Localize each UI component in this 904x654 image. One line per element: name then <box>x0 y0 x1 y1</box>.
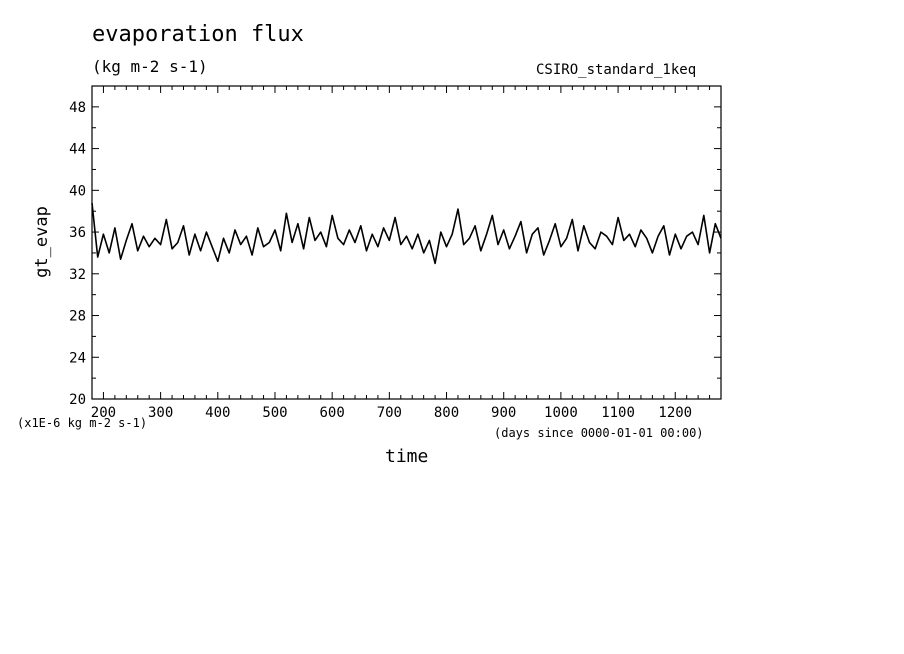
x-tick-label: 600 <box>320 405 345 421</box>
run-label: CSIRO_standard_1keq <box>536 62 697 78</box>
y-tick-label: 32 <box>69 267 86 283</box>
time-origin-note: (days since 0000-01-01 00:00) <box>494 426 704 440</box>
y-tick-label: 20 <box>69 392 86 408</box>
series-group <box>91 202 722 265</box>
x-tick-label: 1000 <box>544 405 578 421</box>
x-tick-label: 500 <box>262 405 287 421</box>
y-tick-label: 36 <box>69 225 86 241</box>
x-tick-label: 1200 <box>658 405 692 421</box>
x-tick-label: 200 <box>91 405 116 421</box>
y-tick-label: 28 <box>69 309 86 325</box>
plot-frame <box>91 85 722 400</box>
x-tick-label: 900 <box>491 405 516 421</box>
x-tick-label: 800 <box>434 405 459 421</box>
axis-ticks: 200 300 400 500 600 700 800 900 1000 1100 1200 20 24… <box>69 85 722 421</box>
x-tick-label: 400 <box>205 405 230 421</box>
y-tick-label: 44 <box>69 142 86 158</box>
x-axis-label: time <box>385 446 429 467</box>
series-line <box>91 202 722 265</box>
chart-title: evaporation flux <box>92 22 304 47</box>
y-tick-label: 40 <box>69 183 86 199</box>
x-tick-label: 300 <box>148 405 173 421</box>
x-tick-label: 1100 <box>601 405 635 421</box>
chart-units: (kg m-2 s-1) <box>92 57 208 76</box>
x-tick-label: 700 <box>377 405 402 421</box>
scale-note: (x1E-6 kg m-2 s-1) <box>17 416 148 430</box>
y-tick-label: 48 <box>69 100 86 116</box>
y-tick-label: 24 <box>69 350 86 366</box>
